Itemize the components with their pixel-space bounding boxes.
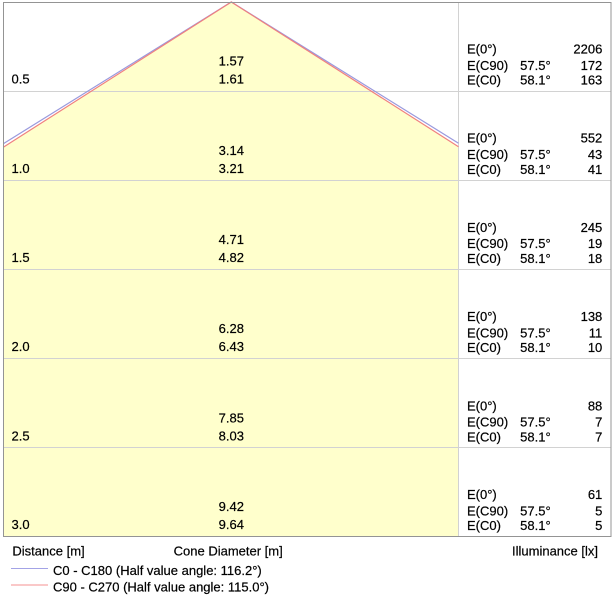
svg-text:5: 5 (595, 503, 602, 518)
svg-text:E(C90): E(C90) (467, 147, 508, 162)
svg-text:9.64: 9.64 (219, 517, 244, 532)
svg-text:E(0°): E(0°) (467, 398, 497, 413)
svg-text:E(C0): E(C0) (467, 518, 501, 533)
svg-text:5: 5 (595, 518, 602, 533)
svg-text:C90 - C270 (Half value angle:: C90 - C270 (Half value angle: 115.0°) (53, 579, 269, 594)
svg-text:E(C90): E(C90) (467, 58, 508, 73)
svg-text:1.5: 1.5 (12, 250, 30, 265)
svg-text:E(C0): E(C0) (467, 340, 501, 355)
svg-text:43: 43 (588, 147, 602, 162)
svg-text:3.14: 3.14 (219, 143, 244, 158)
svg-text:4.82: 4.82 (219, 250, 244, 265)
svg-text:2206: 2206 (573, 42, 602, 57)
svg-text:Cone Diameter [m]: Cone Diameter [m] (174, 543, 283, 558)
svg-text:41: 41 (588, 162, 602, 177)
svg-text:57.5°: 57.5° (520, 147, 551, 162)
svg-text:E(C90): E(C90) (467, 325, 508, 340)
svg-text:58.1°: 58.1° (520, 518, 551, 533)
svg-text:E(C90): E(C90) (467, 236, 508, 251)
svg-text:E(C0): E(C0) (467, 162, 501, 177)
svg-text:58.1°: 58.1° (520, 162, 551, 177)
svg-text:61: 61 (588, 487, 602, 502)
svg-text:552: 552 (581, 131, 603, 146)
svg-text:Distance [m]: Distance [m] (12, 543, 84, 558)
svg-text:7.85: 7.85 (219, 410, 244, 425)
svg-text:1.57: 1.57 (219, 54, 244, 69)
svg-text:3.21: 3.21 (219, 161, 244, 176)
svg-text:7: 7 (595, 415, 602, 430)
svg-text:58.1°: 58.1° (520, 251, 551, 266)
svg-text:E(C0): E(C0) (467, 429, 501, 444)
svg-text:Illuminance [lx]: Illuminance [lx] (512, 543, 598, 558)
svg-text:E(0°): E(0°) (467, 220, 497, 235)
svg-text:6.28: 6.28 (219, 321, 244, 336)
svg-text:57.5°: 57.5° (520, 236, 551, 251)
svg-text:57.5°: 57.5° (520, 58, 551, 73)
svg-text:58.1°: 58.1° (520, 73, 551, 88)
svg-text:19: 19 (588, 236, 602, 251)
svg-text:1.61: 1.61 (219, 72, 244, 87)
svg-text:E(C90): E(C90) (467, 415, 508, 430)
svg-text:2.0: 2.0 (12, 339, 30, 354)
svg-text:245: 245 (581, 220, 603, 235)
svg-text:8.03: 8.03 (219, 428, 244, 443)
svg-text:E(C90): E(C90) (467, 503, 508, 518)
svg-text:57.5°: 57.5° (520, 415, 551, 430)
svg-text:58.1°: 58.1° (520, 340, 551, 355)
svg-text:E(C0): E(C0) (467, 73, 501, 88)
svg-text:11: 11 (589, 325, 603, 340)
svg-text:7: 7 (595, 429, 602, 444)
svg-text:3.0: 3.0 (12, 517, 30, 532)
svg-text:88: 88 (588, 398, 602, 413)
svg-text:57.5°: 57.5° (520, 503, 551, 518)
svg-text:10: 10 (588, 340, 602, 355)
svg-text:18: 18 (588, 251, 602, 266)
svg-text:1.0: 1.0 (12, 161, 30, 176)
svg-text:58.1°: 58.1° (520, 429, 551, 444)
svg-text:172: 172 (581, 58, 603, 73)
svg-text:0.5: 0.5 (12, 72, 30, 87)
svg-text:2.5: 2.5 (12, 428, 30, 443)
svg-text:163: 163 (581, 73, 603, 88)
svg-text:C0 - C180 (Half value angle: 1: C0 - C180 (Half value angle: 116.2°) (53, 563, 262, 578)
svg-text:57.5°: 57.5° (520, 325, 551, 340)
svg-text:E(0°): E(0°) (467, 42, 497, 57)
svg-text:138: 138 (581, 309, 603, 324)
svg-text:9.42: 9.42 (219, 499, 244, 514)
svg-text:E(0°): E(0°) (467, 487, 497, 502)
svg-text:4.71: 4.71 (219, 232, 244, 247)
svg-text:E(0°): E(0°) (467, 309, 497, 324)
svg-text:E(C0): E(C0) (467, 251, 501, 266)
svg-text:6.43: 6.43 (219, 339, 244, 354)
svg-text:E(0°): E(0°) (467, 131, 497, 146)
